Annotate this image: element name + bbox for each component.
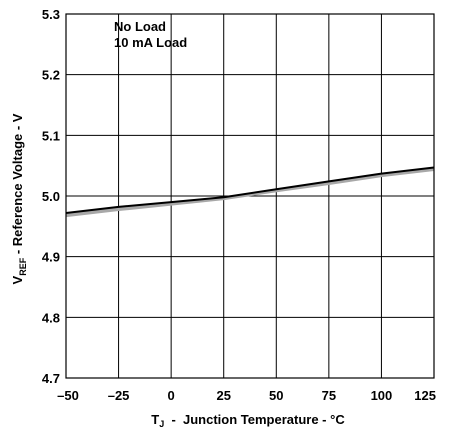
y-tick-label: 4.8 [42,310,60,325]
y-axis-label-rest: - Reference Voltage - V [10,113,25,258]
y-tick-label: 5.3 [42,7,60,22]
series-line-10-ma-load [65,167,435,218]
series-line-no-load [65,166,435,214]
y-axis-label: VREF - Reference Voltage - V [10,113,28,284]
x-tick-label: 125 [414,388,436,403]
grid-lines [65,13,435,379]
x-tick-label: 0 [168,388,175,403]
x-tick-label: –25 [108,388,130,403]
series-lines [65,166,435,218]
x-tick-label: 100 [371,388,393,403]
x-axis-label: TJ - Junction Temperature - °C [151,412,345,427]
x-tick-labels: –50 –25 0 25 50 75 100 125 [57,388,436,403]
x-tick-label: –50 [57,388,79,403]
x-tick-label: 50 [269,388,283,403]
y-tick-label: 5.0 [42,189,60,204]
x-axis-label-rest: - Junction Temperature - °C [164,412,345,427]
plot-frame [65,13,435,379]
x-axis-label-main: T [151,412,159,427]
legend-entry-10-ma-load: 10 mA Load [114,35,187,50]
y-axis-label-subscript: REF [18,257,28,276]
y-tick-label: 5.1 [42,128,60,143]
y-tick-label: 4.7 [42,371,60,386]
x-tick-label: 75 [322,388,336,403]
y-tick-label: 5.2 [42,68,60,83]
x-axis-label-subscript: J [159,419,164,427]
y-tick-label: 4.9 [42,250,60,265]
legend-entry-no-load: No Load [114,19,166,34]
y-tick-labels: 4.7 4.8 4.9 5.0 5.1 5.2 5.3 [42,7,60,386]
y-axis-label-main: V [10,275,25,284]
x-tick-label: 25 [216,388,230,403]
